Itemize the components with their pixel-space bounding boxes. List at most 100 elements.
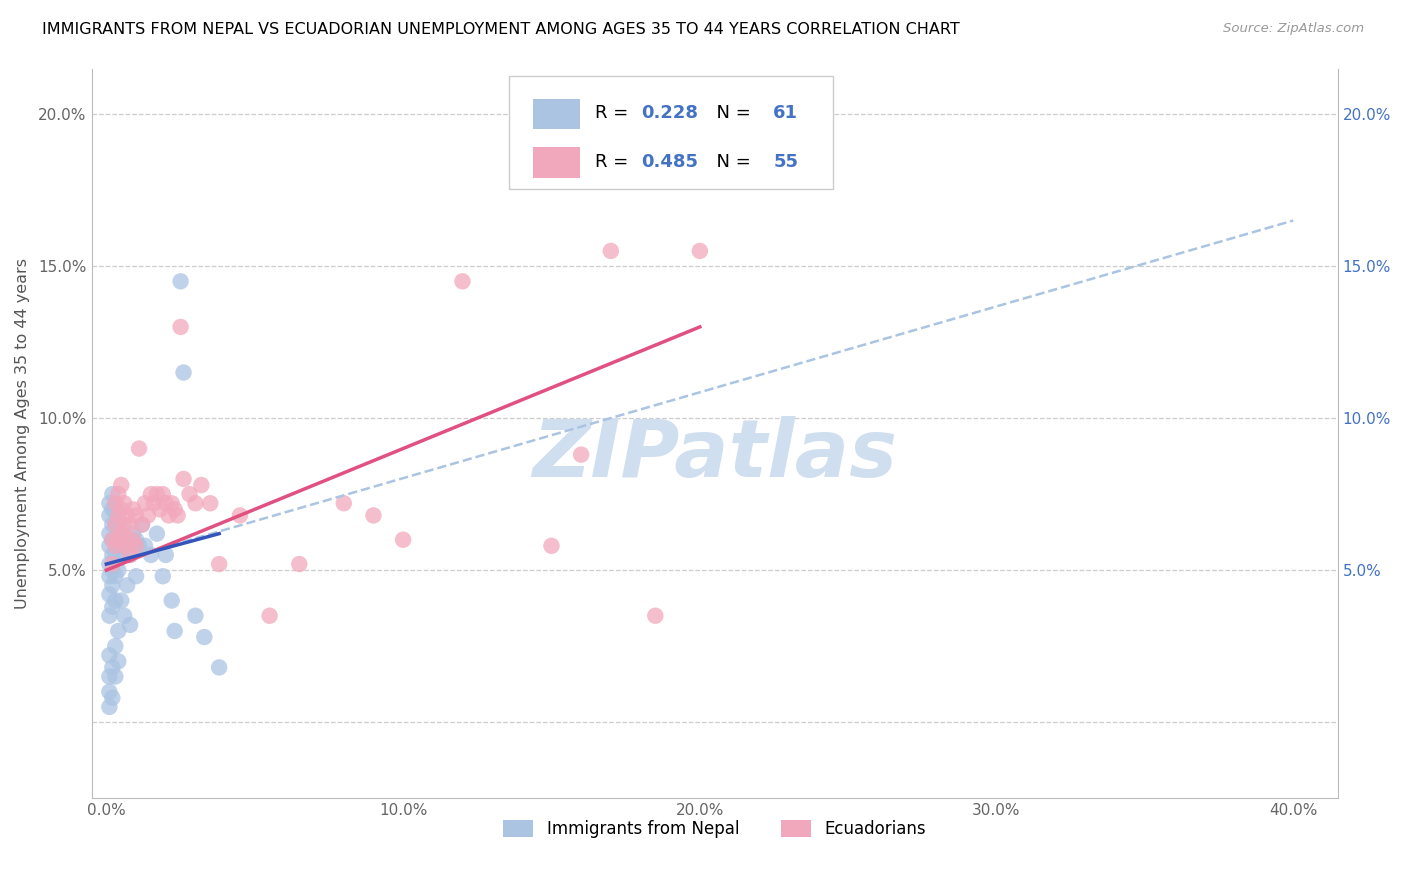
FancyBboxPatch shape [509,76,834,189]
Point [112,608,135,623]
Point [139,487,162,501]
Point [146,487,169,501]
Point [101,502,124,516]
Point [107,517,129,532]
Point [107,654,129,668]
Text: N =: N = [704,104,756,122]
Point [104,548,127,562]
Point [98,700,121,714]
Point [569,448,592,462]
Point [98,508,121,523]
Point [363,508,385,523]
Text: IMMIGRANTS FROM NEPAL VS ECUADORIAN UNEMPLOYMENT AMONG AGES 35 TO 44 YEARS CORRE: IMMIGRANTS FROM NEPAL VS ECUADORIAN UNEM… [42,22,960,37]
Point [200,496,222,510]
Point [160,496,183,510]
Point [120,517,142,532]
Point [134,496,156,510]
Point [115,508,138,523]
Point [112,539,135,553]
Point [104,517,127,532]
Point [149,502,172,516]
Text: 61: 61 [773,104,799,122]
Point [104,517,127,532]
Point [142,496,165,510]
Point [173,366,195,380]
Point [101,548,124,562]
Point [98,496,121,510]
Point [115,533,138,547]
Point [101,599,124,614]
Point [288,557,311,571]
Point [104,533,127,547]
Text: 55: 55 [773,153,799,171]
Point [540,539,562,553]
Point [101,563,124,577]
Point [112,517,135,532]
Point [104,539,127,553]
Point [107,508,129,523]
Point [152,487,174,501]
Point [125,569,148,583]
Point [146,526,169,541]
Point [229,508,252,523]
Point [120,548,142,562]
FancyBboxPatch shape [533,147,581,178]
Point [163,624,186,638]
Point [101,578,124,592]
Point [98,539,121,553]
Point [136,508,159,523]
Point [104,502,127,516]
Point [155,496,177,510]
Point [98,526,121,541]
Point [155,548,177,562]
Point [101,517,124,532]
Point [125,508,148,523]
Point [122,526,145,541]
Point [131,517,153,532]
Point [98,684,121,698]
Point [128,539,150,553]
Point [107,533,129,547]
Point [101,660,124,674]
Text: 0.485: 0.485 [641,153,699,171]
Point [107,539,129,553]
Point [392,533,415,547]
Point [110,526,132,541]
Point [152,569,174,583]
Y-axis label: Unemployment Among Ages 35 to 44 years: Unemployment Among Ages 35 to 44 years [15,258,30,609]
Point [179,487,201,501]
Point [122,533,145,547]
Point [101,690,124,705]
Point [104,569,127,583]
Point [689,244,711,258]
Point [110,548,132,562]
Point [184,608,207,623]
Point [139,548,162,562]
Point [104,639,127,653]
Text: N =: N = [704,153,756,171]
Point [163,502,186,516]
Point [115,578,138,592]
Point [644,608,666,623]
Point [110,593,132,607]
Point [169,320,191,334]
Point [98,608,121,623]
Point [110,526,132,541]
Point [98,648,121,663]
Point [125,533,148,547]
Point [208,557,231,571]
Point [193,630,215,644]
Point [173,472,195,486]
Point [98,587,121,601]
Point [98,557,121,571]
Point [599,244,621,258]
Point [104,496,127,510]
Point [120,548,142,562]
Point [120,618,142,632]
Point [110,502,132,516]
Point [104,669,127,683]
Point [107,624,129,638]
Point [208,660,231,674]
Text: 0.228: 0.228 [641,104,699,122]
Point [134,539,156,553]
